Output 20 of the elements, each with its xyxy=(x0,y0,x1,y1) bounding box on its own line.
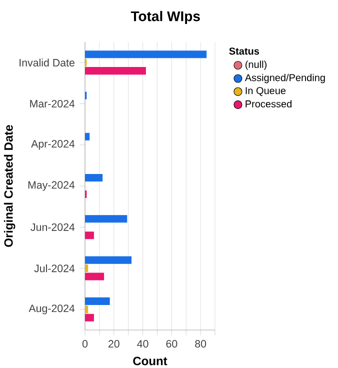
y-tick-label: Aug-2024 xyxy=(28,304,75,314)
legend-title: Status xyxy=(229,48,260,55)
legend-label: Processed xyxy=(246,100,292,108)
y-tick-label: Invalid Date xyxy=(20,58,74,66)
legend-label: (null) xyxy=(246,60,266,70)
legend-label: Assigned/Pending xyxy=(244,74,325,84)
y-tick-label: May-2024 xyxy=(28,181,75,191)
x-tick-label: 60 xyxy=(166,340,178,348)
chart-title: Total WIps xyxy=(130,10,200,24)
y-tick-label: Jul-2024 xyxy=(34,264,75,272)
x-axis-title: Count xyxy=(133,356,168,366)
x-tick-label: 20 xyxy=(108,340,120,348)
x-tick-label: 0 xyxy=(82,340,88,348)
legend-label: In Queue xyxy=(246,87,286,96)
y-tick-label: Apr-2024 xyxy=(31,140,75,150)
y-tick-label: Jun-2024 xyxy=(30,223,75,231)
y-tick-label: Mar-2024 xyxy=(30,100,75,108)
x-tick-label: 40 xyxy=(137,340,148,348)
x-tick-label: 80 xyxy=(195,340,206,348)
y-axis-title: Original Created Date xyxy=(4,125,16,247)
